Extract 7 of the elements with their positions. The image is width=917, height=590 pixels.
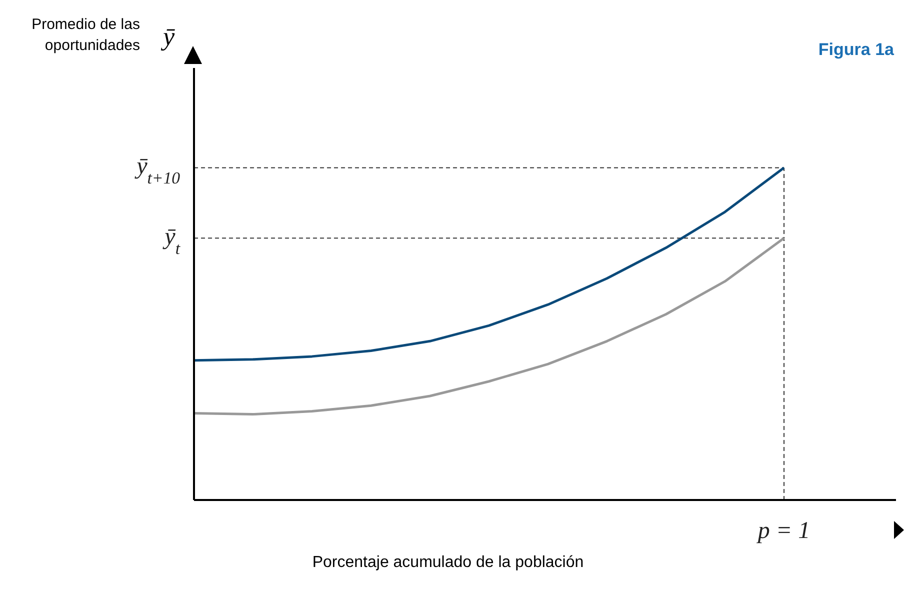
text: ȳ [163,22,175,52]
ref-line-label: ȳ$_{t+10}$ [134,154,181,188]
text: Figura 1a [818,40,894,60]
text: Promedio de las oportunidades [30,15,140,56]
text: p = 1 [756,518,810,544]
x-axis-title: Porcentaje acumulado de la población [311,554,585,572]
ref-line-label: ȳ$_{t}$ [162,224,180,258]
